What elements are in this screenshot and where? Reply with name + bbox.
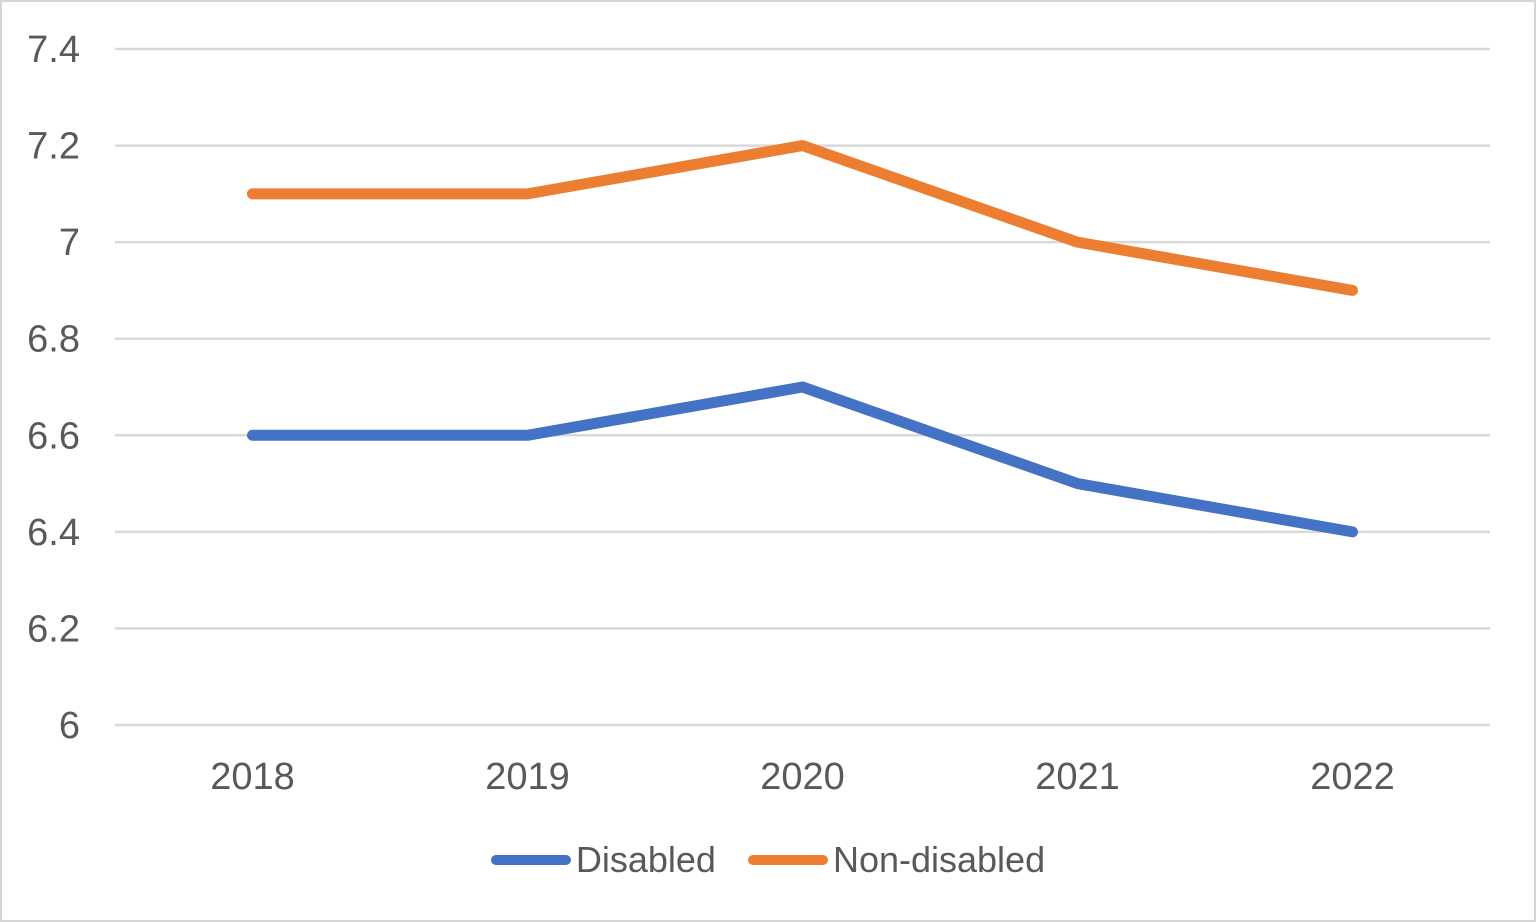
x-axis-tick-label: 2019 [485,756,570,798]
series-line-disabled [247,381,1358,538]
y-axis-tick-label: 6 [59,705,80,747]
x-axis-tick-label: 2020 [760,756,845,798]
legend-item-disabled: Disabled [490,839,716,880]
x-axis-tick-label: 2018 [210,756,295,798]
x-axis-tick-label: 2021 [1035,756,1120,798]
legend-label-disabled: Disabled [575,839,716,880]
chart-legend: Disabled Non-disabled [2,838,1534,882]
y-axis-tick-label: 6.4 [27,512,80,554]
x-axis-tick-label: 2022 [1310,756,1395,798]
y-axis-tick-label: 6.2 [27,608,80,650]
legend-swatch-non-disabled-icon [747,855,828,865]
legend-label-non-disabled: Non-disabled [832,839,1046,880]
legend-item-non-disabled: Non-disabled [747,839,1046,880]
series-line-non-disabled [247,140,1358,296]
y-axis-tick-label: 7.2 [27,126,80,168]
y-axis-tick-label: 6.8 [27,319,80,361]
y-axis-tick-label: 7.4 [27,29,80,71]
y-axis-tick-label: 6.6 [27,415,80,457]
y-axis-tick-label: 7 [59,222,80,264]
legend-swatch-disabled-icon [490,855,571,865]
